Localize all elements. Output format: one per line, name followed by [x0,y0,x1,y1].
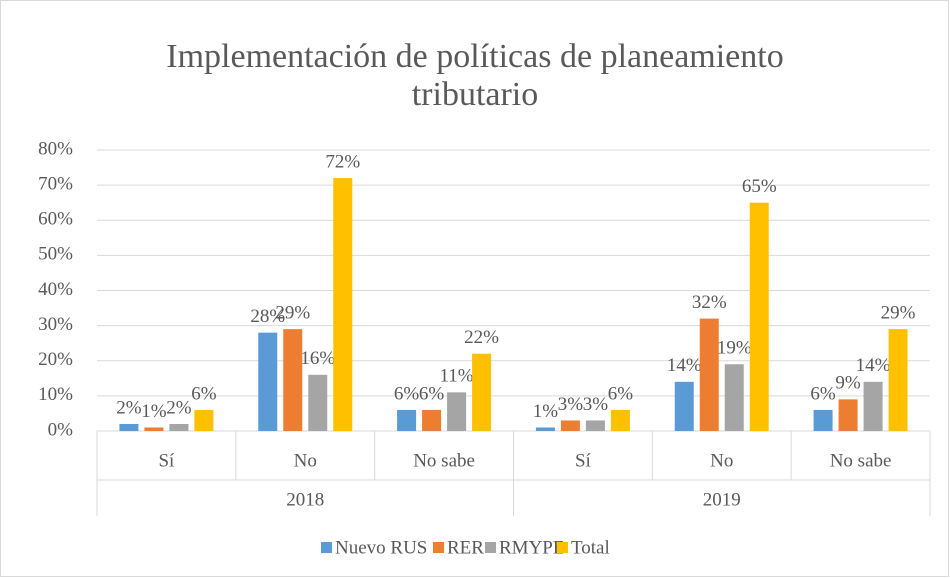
data-label: 28% [250,306,285,327]
bar [283,329,303,431]
bar [838,399,858,431]
data-label: 11% [440,366,474,387]
bar [699,318,719,431]
data-label: 14% [856,355,891,376]
bar [535,427,555,431]
bar [888,329,908,431]
y-tick-label: 80% [38,138,73,159]
x-tick-label: No [710,450,733,471]
bar [610,409,630,431]
bar [472,353,492,431]
bar [585,420,605,431]
data-label: 29% [881,302,916,323]
data-label: 2% [116,397,142,418]
data-label: 72% [325,151,360,172]
legend-label: Total [571,537,610,558]
data-label: 16% [300,348,335,369]
y-tick-label: 0% [48,419,74,440]
data-label: 6% [191,383,217,404]
data-label: 6% [394,383,420,404]
data-label: 14% [667,355,702,376]
x-tick-label: No sabe [830,450,892,471]
data-label: 22% [464,327,499,348]
data-label: 3% [558,394,584,415]
data-label: 29% [275,302,310,323]
y-tick-label: 70% [38,173,73,194]
bar [119,423,139,431]
bar [724,364,744,431]
legend-swatch [557,542,568,553]
legend-swatch [321,542,332,553]
legend-swatch [485,542,496,553]
data-label: 1% [533,401,559,422]
legend-swatch [433,542,444,553]
y-tick-label: 20% [38,349,73,370]
y-tick-label: 40% [38,279,73,300]
x-tick-label: Sí [575,450,592,471]
legend-label: Nuevo RUS [335,537,427,558]
data-label: 6% [419,383,445,404]
bar [144,427,164,431]
bar [333,178,353,431]
bar [447,392,467,431]
x-tick-label: No sabe [413,450,475,471]
data-label: 32% [692,292,727,313]
data-label: 1% [141,401,167,422]
data-label: 2% [166,397,192,418]
chart-title: Implementación de políticas de planeamie… [166,38,784,113]
data-label: 3% [583,394,609,415]
legend-label: RER [447,537,484,558]
y-tick-label: 30% [38,314,73,335]
data-label: 9% [835,373,861,394]
bar [749,202,769,431]
bar [258,332,278,431]
bar [863,381,883,431]
data-label: 6% [810,383,836,404]
bar [674,381,694,431]
bar [308,374,328,431]
group-label: 2019 [703,489,741,510]
data-label: 65% [742,176,777,197]
y-tick-label: 50% [38,244,73,265]
bar [194,409,214,431]
legend-label: RMYPE [499,537,564,558]
y-tick-label: 10% [38,384,73,405]
title-box: Implementación de políticas de planeamie… [166,38,784,113]
bar [422,409,442,431]
bar [560,420,580,431]
data-label: 19% [717,338,752,359]
x-tick-label: No [294,450,317,471]
group-label: 2018 [286,489,324,510]
data-label: 6% [608,383,634,404]
bar [169,423,189,431]
bar [813,409,833,431]
x-tick-label: Sí [158,450,175,471]
bar [397,409,417,431]
y-tick-label: 60% [38,209,73,230]
